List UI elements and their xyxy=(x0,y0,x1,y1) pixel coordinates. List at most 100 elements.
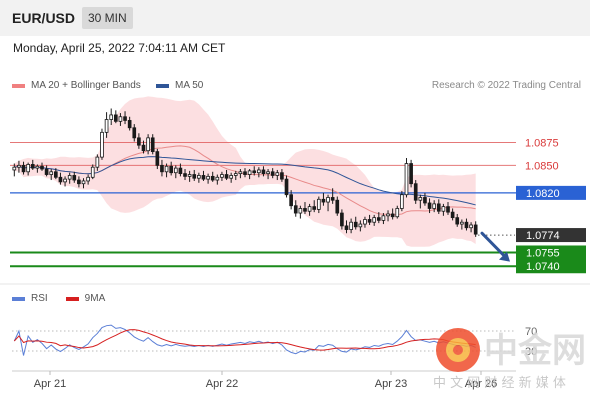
resistance-label: 1.0875 xyxy=(525,137,559,149)
candle xyxy=(12,163,17,177)
candle-body xyxy=(35,165,40,169)
header-bar: EUR/USD 30 MIN xyxy=(0,0,590,36)
candle xyxy=(275,169,280,181)
candle xyxy=(137,133,141,149)
candle-body xyxy=(353,221,358,228)
candle-body xyxy=(215,176,220,181)
candle xyxy=(17,160,21,173)
candle-body xyxy=(381,215,386,221)
candle xyxy=(446,202,450,215)
candle xyxy=(381,213,386,225)
candle-body xyxy=(376,217,381,221)
candle xyxy=(270,168,275,179)
chart-credit: Research © 2022 Trading Central xyxy=(431,80,581,91)
candle xyxy=(390,208,395,220)
candle-body xyxy=(44,168,49,175)
legend-label-ma50: MA 50 xyxy=(175,80,204,91)
candle xyxy=(432,200,436,213)
candle xyxy=(266,169,270,180)
level-labels: 1.0875 1.0850 1.0820 1.0774 1.0755 1.0740 xyxy=(516,137,586,274)
candle-body xyxy=(100,131,104,158)
candle xyxy=(460,219,464,230)
candle xyxy=(49,169,54,181)
candle xyxy=(220,171,224,181)
candle xyxy=(330,188,335,204)
candle-body xyxy=(473,224,478,235)
support-tag xyxy=(516,259,586,274)
candle xyxy=(367,214,372,225)
candle xyxy=(257,167,261,178)
candle-body xyxy=(441,206,446,212)
candle-body xyxy=(77,179,81,185)
candle-body xyxy=(257,169,261,174)
candle-body xyxy=(164,165,169,173)
candle-body xyxy=(280,172,284,180)
candle xyxy=(473,221,478,237)
candle-body xyxy=(372,217,377,223)
candle xyxy=(150,134,155,155)
candle-body xyxy=(252,170,257,174)
candle-body xyxy=(160,164,164,173)
candle-body xyxy=(21,164,26,173)
candle-body xyxy=(386,213,390,217)
rsi-9ma-line xyxy=(13,329,476,351)
forecast-arrow xyxy=(480,231,510,262)
candle xyxy=(187,170,192,182)
candle xyxy=(109,108,114,126)
candle-body xyxy=(113,114,118,122)
candle-body xyxy=(303,208,307,212)
candle-body xyxy=(141,144,146,152)
legend-item-ma20: MA 20 + Bollinger Bands xyxy=(12,80,141,91)
candle-body xyxy=(423,197,427,204)
candle xyxy=(335,196,340,216)
candle xyxy=(229,172,233,183)
candle xyxy=(164,163,169,178)
candle xyxy=(436,199,441,214)
candle xyxy=(418,194,423,209)
candle-body xyxy=(95,156,100,168)
last-price-tag xyxy=(516,228,586,243)
candle xyxy=(86,174,90,185)
candle-body xyxy=(40,165,44,170)
candle-body xyxy=(229,175,233,179)
candle-body xyxy=(247,170,252,175)
candle-body xyxy=(363,219,367,225)
candle xyxy=(307,203,312,216)
candle xyxy=(293,200,298,217)
candle-body xyxy=(132,127,137,139)
candle xyxy=(100,128,104,160)
candle-body xyxy=(312,206,317,210)
ma50-swatch xyxy=(156,83,169,88)
candle xyxy=(247,169,252,180)
x-tick-label: Apr 22 xyxy=(206,378,238,390)
x-tick-label: Apr 26 xyxy=(465,378,497,390)
candle-body xyxy=(192,174,197,179)
candle-body xyxy=(335,199,340,214)
candle xyxy=(118,113,123,126)
candle-body xyxy=(340,212,344,227)
candle xyxy=(455,213,460,227)
candle xyxy=(404,158,409,198)
candle xyxy=(469,222,473,233)
candle xyxy=(316,196,321,214)
candle-body xyxy=(298,208,303,214)
candle xyxy=(178,163,183,177)
watermark-logo-text: 中金网 xyxy=(484,331,586,371)
candle-body xyxy=(206,175,210,180)
resistance-label: 1.0850 xyxy=(525,160,559,172)
candle-body xyxy=(26,164,30,173)
candle-body xyxy=(233,173,238,176)
timeframe-button[interactable]: 30 MIN xyxy=(82,7,133,29)
candle-body xyxy=(289,194,293,207)
candle-body xyxy=(30,164,35,169)
candle xyxy=(113,110,118,124)
candle xyxy=(464,218,469,231)
candle-body xyxy=(330,197,335,201)
candle xyxy=(123,111,127,125)
candle xyxy=(81,178,86,189)
candle-body xyxy=(321,198,326,203)
candle xyxy=(261,166,266,177)
rsi-9ma-legend-label: 9MA xyxy=(84,293,106,304)
candle xyxy=(215,174,220,185)
